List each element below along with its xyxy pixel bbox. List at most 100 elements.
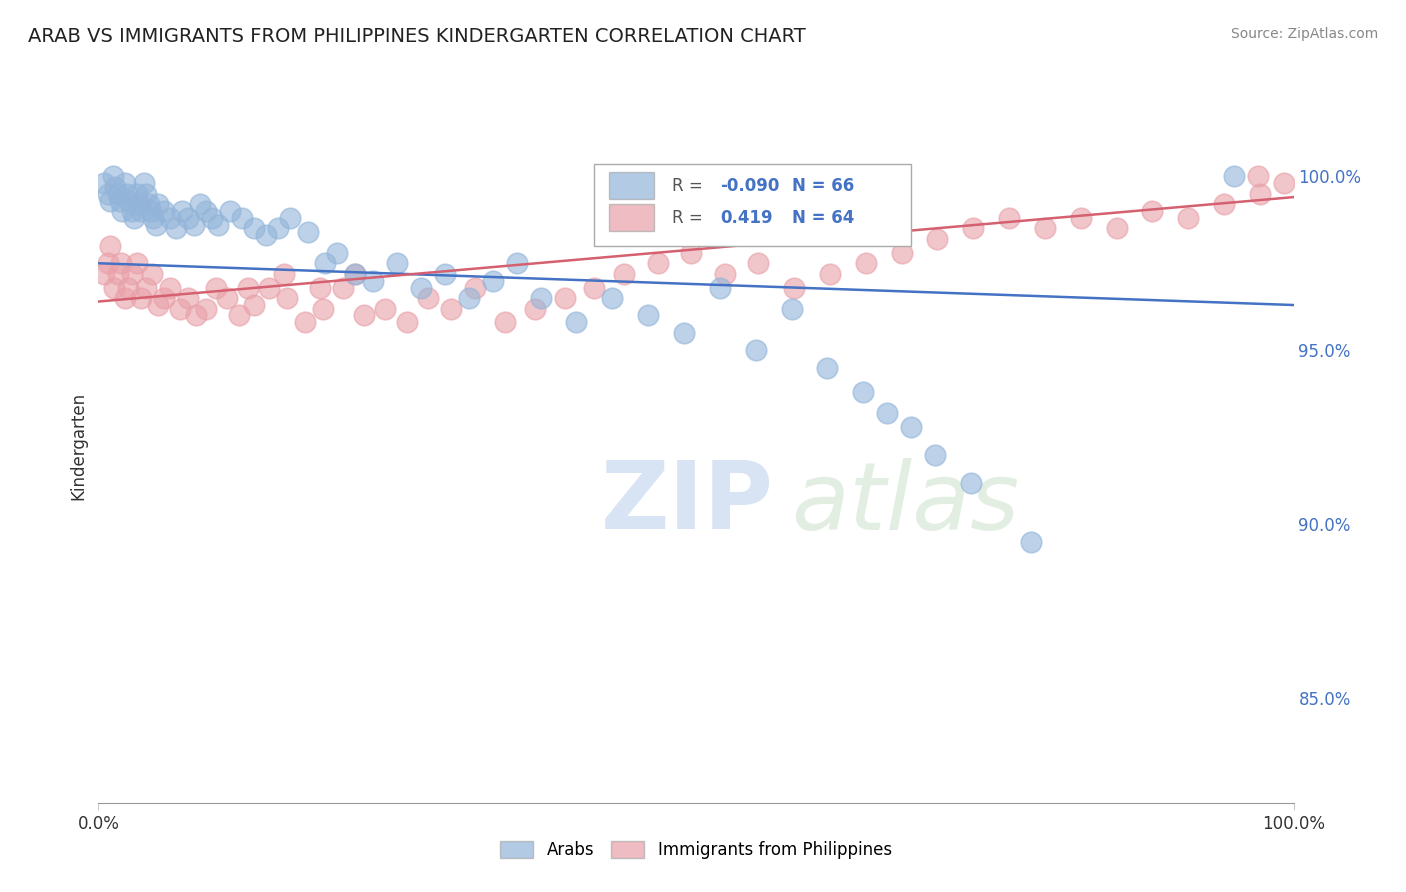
Point <box>344 267 367 281</box>
Point <box>107 267 129 281</box>
Point <box>159 280 181 294</box>
Point <box>108 194 131 208</box>
Point <box>1105 221 1128 235</box>
Point <box>165 221 187 235</box>
Point <box>107 186 129 201</box>
Point <box>530 291 553 305</box>
Point <box>709 280 731 294</box>
Point <box>117 280 139 294</box>
Point <box>583 280 606 294</box>
Point <box>254 228 277 243</box>
Text: -0.090: -0.090 <box>720 177 779 194</box>
Point <box>278 211 301 225</box>
Text: N = 66: N = 66 <box>792 177 853 194</box>
Point <box>195 204 218 219</box>
Point <box>114 176 136 190</box>
Text: atlas: atlas <box>792 458 1019 549</box>
Point <box>554 291 576 305</box>
Point <box>153 291 176 305</box>
Point <box>673 326 696 340</box>
Point <box>142 211 165 225</box>
Point <box>217 291 239 305</box>
Point <box>998 211 1021 225</box>
Point <box>713 267 735 281</box>
Point <box>1213 197 1236 211</box>
Point <box>876 406 898 420</box>
Point <box>236 280 259 294</box>
Text: R =: R = <box>672 177 709 194</box>
Point <box>243 298 266 312</box>
Point <box>681 245 703 260</box>
Point <box>177 291 200 305</box>
Point <box>115 186 138 201</box>
Point <box>110 256 132 270</box>
Point <box>852 385 875 400</box>
Point <box>962 221 984 235</box>
Point <box>434 267 457 281</box>
FancyBboxPatch shape <box>595 164 911 246</box>
Point <box>118 194 141 208</box>
Point <box>297 225 319 239</box>
Point <box>148 197 170 211</box>
Point <box>890 245 912 260</box>
Point <box>228 309 250 323</box>
Point <box>363 274 385 288</box>
Point <box>464 280 486 294</box>
Point <box>308 280 330 294</box>
Point <box>98 194 122 208</box>
Point <box>418 291 440 305</box>
Point <box>114 291 136 305</box>
Point <box>565 315 588 329</box>
Point <box>97 256 120 270</box>
Point <box>315 256 337 270</box>
Point <box>121 267 143 281</box>
Text: R =: R = <box>672 209 709 227</box>
Point <box>195 301 218 316</box>
Y-axis label: Kindergarten: Kindergarten <box>69 392 87 500</box>
Point <box>121 204 143 219</box>
Point <box>374 301 396 316</box>
Point <box>294 315 316 329</box>
Point <box>259 280 281 294</box>
Point <box>385 256 409 270</box>
Point <box>780 301 803 316</box>
Point <box>101 169 124 184</box>
Point <box>131 204 153 219</box>
Point <box>97 186 120 201</box>
Point <box>125 256 148 270</box>
Point <box>207 218 229 232</box>
Point <box>855 256 877 270</box>
Point <box>602 291 624 305</box>
Point <box>747 256 769 270</box>
Point <box>141 267 163 281</box>
Point <box>172 204 194 219</box>
Point <box>458 291 481 305</box>
Point <box>273 267 295 281</box>
Point <box>924 448 946 462</box>
Point <box>125 186 148 201</box>
Bar <box>609 204 654 231</box>
Point <box>1249 186 1271 201</box>
Point <box>344 267 367 281</box>
Point <box>139 204 162 219</box>
Point <box>111 204 134 219</box>
Point <box>132 176 155 190</box>
Point <box>818 267 841 281</box>
Point <box>103 280 125 294</box>
Point <box>1070 211 1092 225</box>
Point <box>927 232 949 246</box>
Point <box>159 211 181 225</box>
Legend: Arabs, Immigrants from Philippines: Arabs, Immigrants from Philippines <box>501 840 891 859</box>
Point <box>276 291 298 305</box>
Point <box>231 211 253 225</box>
Point <box>1247 169 1270 184</box>
Point <box>1223 169 1246 184</box>
Point <box>900 420 922 434</box>
Point <box>1019 534 1042 549</box>
Text: ZIP: ZIP <box>600 457 773 549</box>
Point <box>243 221 266 235</box>
Point <box>93 176 115 190</box>
Point <box>131 291 153 305</box>
Bar <box>609 172 654 199</box>
Text: Source: ZipAtlas.com: Source: ZipAtlas.com <box>1230 27 1378 41</box>
